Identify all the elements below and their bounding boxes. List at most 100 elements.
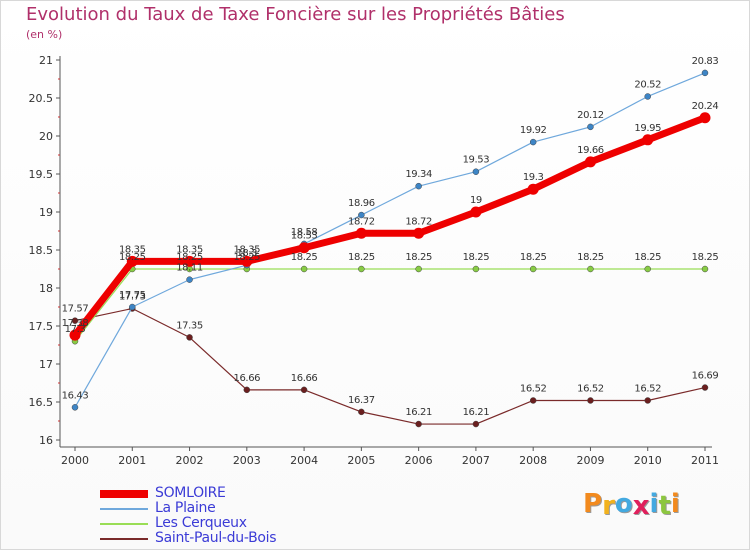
data-point-les-cerqueux bbox=[644, 265, 651, 273]
logo-letter: o bbox=[614, 489, 633, 519]
legend-label: SOMLOIRE bbox=[155, 485, 226, 501]
y-tick-label: 20.5 bbox=[29, 92, 54, 105]
data-point-les-cerqueux bbox=[415, 265, 422, 273]
series-line-les-cerqueux bbox=[74, 268, 705, 342]
legend-label: Les Cerqueux bbox=[155, 515, 247, 531]
series-line-somloire bbox=[72, 114, 707, 338]
y-tick-label: 19.5 bbox=[29, 168, 54, 181]
data-point-saint-paul-du-bois bbox=[71, 317, 79, 324]
data-label-la-plaine: 17.75 bbox=[119, 290, 146, 301]
data-point-la-plaine bbox=[701, 69, 709, 77]
y-tick-label: 17.5 bbox=[29, 320, 54, 333]
data-label-saint-paul-du-bois: 16.52 bbox=[520, 383, 547, 394]
data-point-somloire bbox=[527, 183, 539, 195]
data-label-les-cerqueux: 18.25 bbox=[520, 252, 547, 263]
data-label-saint-paul-du-bois: 17.57 bbox=[62, 304, 89, 315]
legend-swatch bbox=[100, 490, 148, 498]
data-point-somloire bbox=[126, 255, 138, 267]
data-point-la-plaine bbox=[472, 168, 480, 175]
data-label-la-plaine: 20.12 bbox=[577, 110, 604, 121]
y-tick-label: 20 bbox=[39, 130, 53, 143]
data-point-somloire bbox=[584, 156, 596, 168]
data-point-la-plaine bbox=[529, 138, 537, 146]
data-point-somloire bbox=[241, 255, 253, 267]
data-label-les-cerqueux: 18.25 bbox=[291, 252, 318, 263]
data-point-somloire bbox=[69, 329, 81, 341]
x-tick-label: 2002 bbox=[176, 454, 204, 467]
data-label-somloire: 18.53 bbox=[291, 231, 318, 242]
data-label-la-plaine: 18.58 bbox=[291, 227, 318, 238]
logo-letter: r bbox=[602, 491, 615, 521]
x-tick-label: 2008 bbox=[519, 454, 547, 467]
data-point-saint-paul-du-bois bbox=[701, 384, 709, 391]
data-label-somloire: 19.3 bbox=[523, 172, 544, 183]
data-label-somloire: 18.72 bbox=[405, 216, 432, 227]
legend-swatch bbox=[100, 508, 148, 510]
data-label-la-plaine: 18.11 bbox=[176, 263, 203, 274]
data-label-la-plaine: 19.92 bbox=[520, 125, 547, 136]
y-tick-label: 16 bbox=[39, 434, 53, 447]
data-label-les-cerqueux: 18.25 bbox=[634, 252, 661, 263]
data-point-la-plaine bbox=[587, 123, 594, 131]
series-line-saint-paul-du-bois bbox=[74, 307, 706, 425]
data-point-les-cerqueux bbox=[587, 265, 594, 273]
data-label-somloire: 19.95 bbox=[634, 123, 661, 134]
data-point-les-cerqueux bbox=[701, 265, 709, 273]
data-label-saint-paul-du-bois: 16.66 bbox=[233, 373, 260, 384]
data-label-saint-paul-du-bois: 17.35 bbox=[176, 320, 203, 331]
legend-swatch bbox=[100, 523, 148, 525]
data-label-saint-paul-du-bois: 16.66 bbox=[291, 373, 318, 384]
data-label-somloire: 19 bbox=[470, 195, 482, 206]
data-label-somloire: 20.24 bbox=[692, 101, 719, 112]
data-label-saint-paul-du-bois: 16.52 bbox=[577, 383, 604, 394]
x-tick-label: 2011 bbox=[691, 454, 719, 467]
y-tick-label: 18.5 bbox=[29, 244, 54, 257]
data-point-saint-paul-du-bois bbox=[300, 386, 308, 394]
series-line-la-plaine bbox=[74, 72, 706, 408]
data-label-saint-paul-du-bois: 17.73 bbox=[119, 292, 146, 303]
logo-letter: t bbox=[658, 491, 671, 521]
data-point-somloire bbox=[355, 227, 367, 239]
data-point-somloire bbox=[184, 255, 196, 267]
data-point-saint-paul-du-bois bbox=[587, 397, 594, 404]
chart-unit-label: (en %) bbox=[26, 28, 63, 41]
proxiti-logo: Proxiti bbox=[583, 489, 680, 521]
data-point-saint-paul-du-bois bbox=[243, 386, 251, 394]
data-point-saint-paul-du-bois bbox=[472, 420, 480, 428]
data-label-somloire: 18.72 bbox=[348, 216, 375, 227]
data-label-les-cerqueux: 18.25 bbox=[405, 252, 432, 263]
y-tick-label: 17 bbox=[39, 358, 53, 371]
x-tick-label: 2001 bbox=[118, 454, 146, 467]
data-point-saint-paul-du-bois bbox=[644, 397, 651, 404]
legend-swatch bbox=[100, 538, 148, 540]
data-point-somloire bbox=[470, 206, 482, 218]
data-label-saint-paul-du-bois: 16.21 bbox=[405, 407, 432, 418]
data-label-somloire: 18.35 bbox=[233, 244, 260, 255]
chart-title: Evolution du Taux de Taxe Foncière sur l… bbox=[26, 4, 565, 25]
legend-label: Saint-Paul-du-Bois bbox=[155, 530, 277, 546]
data-label-saint-paul-du-bois: 16.21 bbox=[463, 407, 490, 418]
data-point-la-plaine bbox=[129, 303, 136, 311]
data-point-saint-paul-du-bois bbox=[186, 334, 193, 341]
data-point-saint-paul-du-bois bbox=[415, 420, 422, 428]
data-label-la-plaine: 18.3 bbox=[236, 248, 257, 259]
data-label-les-cerqueux: 18.25 bbox=[233, 252, 260, 263]
data-point-somloire bbox=[642, 134, 654, 146]
data-label-saint-paul-du-bois: 16.69 bbox=[692, 371, 719, 382]
x-tick-label: 2007 bbox=[462, 454, 490, 467]
x-tick-label: 2000 bbox=[61, 454, 89, 467]
data-label-somloire: 18.35 bbox=[119, 244, 146, 255]
x-tick-label: 2009 bbox=[576, 454, 604, 467]
data-label-la-plaine: 19.53 bbox=[463, 155, 490, 166]
data-label-saint-paul-du-bois: 16.37 bbox=[348, 395, 375, 406]
data-point-saint-paul-du-bois bbox=[358, 408, 365, 416]
data-label-la-plaine: 19.34 bbox=[405, 169, 432, 180]
x-tick-label: 2004 bbox=[290, 454, 318, 467]
logo-letter: x bbox=[632, 491, 650, 521]
data-label-la-plaine: 20.52 bbox=[634, 79, 661, 90]
x-tick-label: 2006 bbox=[405, 454, 433, 467]
data-label-somloire: 18.35 bbox=[176, 244, 203, 255]
data-label-les-cerqueux: 18.25 bbox=[577, 252, 604, 263]
data-point-somloire bbox=[413, 227, 425, 239]
y-tick-label: 19 bbox=[39, 206, 53, 219]
